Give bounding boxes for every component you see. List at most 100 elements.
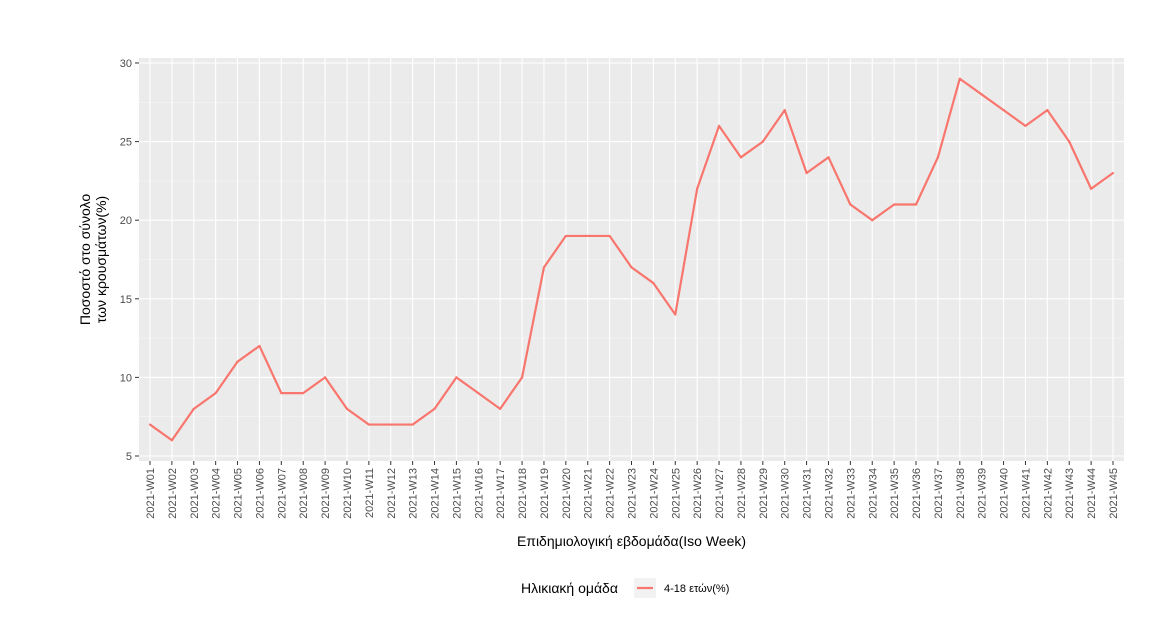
data-point <box>520 376 524 379</box>
y-axis-title-line-1: Ποσοστό στο σύνολο <box>77 194 93 325</box>
x-tick-label: 2021-W31 <box>802 468 814 519</box>
x-tick-label: 2021-W29 <box>758 468 770 519</box>
x-tick-label: 2021-W11 <box>364 468 376 518</box>
data-point <box>455 376 458 379</box>
data-point <box>148 423 152 426</box>
x-tick-label: 2021-W10 <box>342 468 354 519</box>
data-point <box>1024 124 1027 127</box>
x-axis: 2021-W01 2021-W02 2021-W03 2021-W04 2021-W05… <box>145 461 1120 519</box>
x-tick-label: 2021-W39 <box>977 468 989 519</box>
data-point <box>499 407 502 410</box>
x-tick-label: 2021-W13 <box>408 468 420 519</box>
data-point <box>280 392 283 395</box>
data-point <box>871 219 874 222</box>
data-point <box>323 376 327 379</box>
data-point <box>783 109 786 112</box>
y-tick-label: 15 <box>120 294 132 306</box>
data-point <box>805 171 808 175</box>
data-point <box>761 140 764 143</box>
x-tick-label: 2021-W05 <box>233 468 245 519</box>
data-point <box>542 266 546 269</box>
data-point <box>608 234 611 238</box>
data-point <box>258 344 261 348</box>
x-tick-label: 2021-W16 <box>473 468 485 519</box>
x-tick-label: 2021-W35 <box>889 468 901 519</box>
x-tick-label: 2021-W28 <box>736 468 748 519</box>
data-point <box>893 203 896 206</box>
x-tick-label: 2021-W19 <box>539 468 551 519</box>
data-point <box>1090 187 1093 190</box>
x-tick-label: 2021-W06 <box>254 468 266 519</box>
data-point <box>564 234 567 238</box>
y-tick-label: 20 <box>120 215 132 227</box>
data-point <box>674 313 677 316</box>
x-tick-label: 2021-W09 <box>320 468 332 519</box>
data-point <box>1046 109 1049 112</box>
data-point <box>1068 140 1071 143</box>
y-tick-label: 10 <box>120 372 132 384</box>
x-tick-label: 2021-W17 <box>495 468 507 519</box>
legend-title: Ηλικιακή ομάδα <box>521 580 618 596</box>
data-point <box>411 423 414 426</box>
x-tick-label: 2021-W01 <box>145 468 157 519</box>
data-point <box>630 266 633 269</box>
data-point <box>433 407 436 410</box>
data-point <box>170 439 173 442</box>
data-point <box>1002 109 1005 112</box>
data-point <box>389 423 392 426</box>
x-tick-label: 2021-W20 <box>561 468 573 519</box>
x-tick-label: 2021-W24 <box>648 468 660 519</box>
x-tick-label: 2021-W07 <box>276 468 288 519</box>
data-point <box>477 392 480 395</box>
x-tick-label: 2021-W27 <box>714 468 726 519</box>
y-axis: 5 10 15 20 25 30 <box>120 58 139 463</box>
x-tick-label: 2021-W43 <box>1064 468 1076 519</box>
x-tick-label: 2021-W12 <box>386 468 398 519</box>
x-tick-label: 2021-W03 <box>189 468 201 519</box>
legend-label: 4-18 ετών(%) <box>664 583 729 595</box>
legend: Ηλικιακή ομάδα 4-18 ετών(%) <box>521 578 729 598</box>
data-point <box>696 187 699 190</box>
data-point <box>586 234 589 238</box>
data-point <box>717 124 721 127</box>
gridlines <box>139 58 1124 461</box>
x-tick-label: 2021-W22 <box>605 468 617 519</box>
data-point <box>1111 171 1115 175</box>
x-tick-label: 2021-W42 <box>1042 468 1054 519</box>
data-point <box>214 392 217 395</box>
x-tick-label: 2021-W32 <box>823 468 835 519</box>
data-point <box>367 423 370 426</box>
x-tick-label: 2021-W08 <box>298 468 310 519</box>
x-tick-label: 2021-W30 <box>780 468 792 519</box>
x-tick-label: 2021-W26 <box>692 468 704 519</box>
data-point <box>827 156 830 159</box>
x-tick-label: 2021-W02 <box>167 468 179 519</box>
y-tick-label: 5 <box>126 451 132 463</box>
x-tick-label: 2021-W25 <box>670 468 682 519</box>
data-point <box>302 392 305 395</box>
x-tick-label: 2021-W23 <box>627 468 639 519</box>
y-tick-label: 30 <box>120 58 132 70</box>
x-tick-label: 2021-W18 <box>517 468 529 519</box>
data-point <box>958 77 961 80</box>
x-tick-label: 2021-W15 <box>451 468 463 519</box>
data-point <box>914 203 918 206</box>
x-axis-title: Επιδημιολογική εβδομάδα(Iso Week) <box>517 533 746 549</box>
series-layer <box>148 77 1115 442</box>
x-tick-label: 2021-W45 <box>1108 468 1120 519</box>
x-tick-label: 2021-W33 <box>845 468 857 519</box>
x-tick-label: 2021-W34 <box>867 468 879 519</box>
x-tick-label: 2021-W21 <box>583 468 595 519</box>
x-tick-label: 2021-W41 <box>1020 468 1032 519</box>
x-tick-label: 2021-W40 <box>999 468 1011 519</box>
x-tick-label: 2021-W36 <box>911 468 923 519</box>
y-axis-title-line-2: των κρουσμάτων(%) <box>93 196 109 323</box>
data-point <box>936 156 940 159</box>
x-tick-label: 2021-W14 <box>430 468 442 519</box>
data-point <box>849 203 852 206</box>
x-tick-label: 2021-W44 <box>1086 468 1098 519</box>
data-point <box>980 93 983 96</box>
x-tick-label: 2021-W37 <box>933 468 945 519</box>
data-point <box>192 407 195 410</box>
